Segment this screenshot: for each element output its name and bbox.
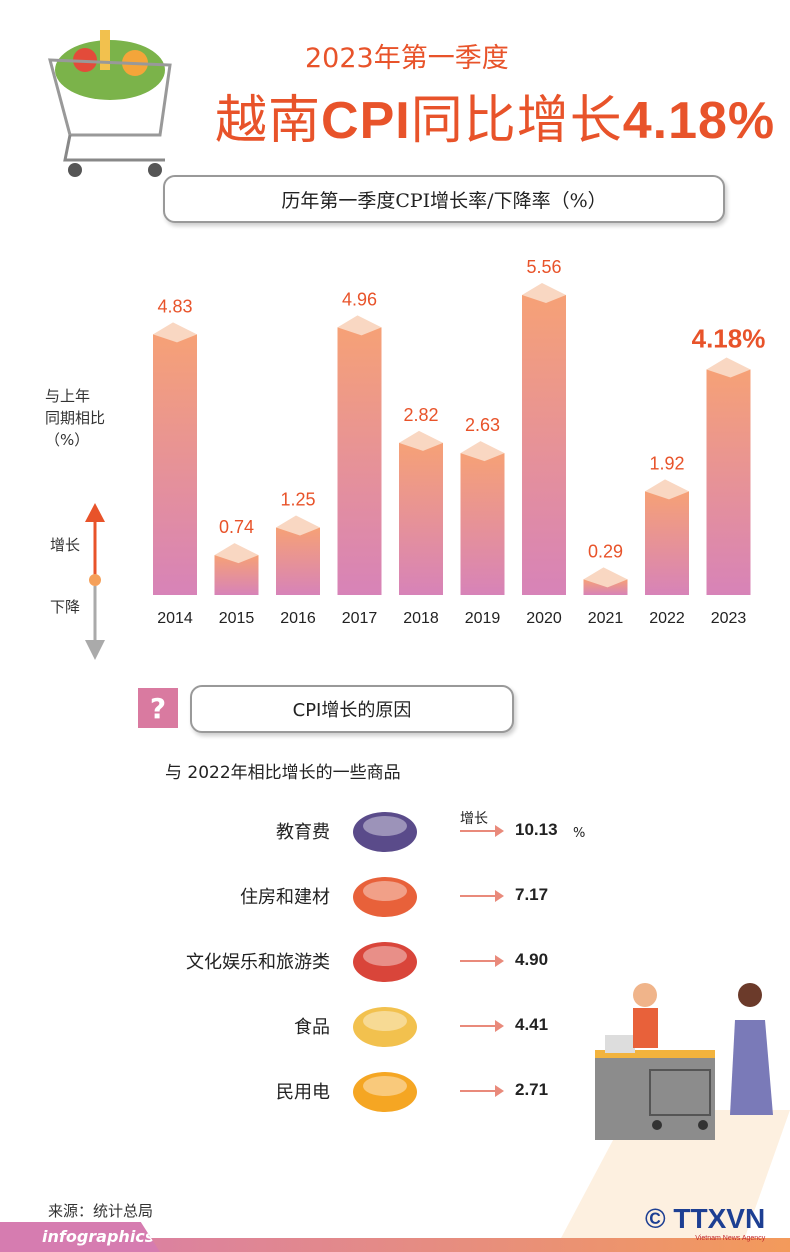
bar-cap: [522, 283, 566, 303]
data-label: 2.63: [465, 415, 500, 435]
bar-2018: [399, 442, 443, 595]
item-value: 4.41: [515, 1015, 549, 1034]
legend-down: 下降: [50, 598, 81, 616]
x-tick-label: 2015: [219, 610, 255, 627]
arrow-icon: [460, 1020, 504, 1032]
bar-cap: [583, 567, 628, 588]
bar-2023: [706, 369, 751, 595]
bar-2014: [153, 334, 197, 595]
bar-cap: [337, 315, 382, 336]
y-label-line: 与上年: [45, 387, 91, 405]
light-bulb-plug-icon: [345, 1062, 425, 1117]
item-label: 食品: [294, 1017, 330, 1038]
title-part: CPI: [321, 92, 411, 150]
item-value: 7.17: [515, 885, 549, 904]
x-tick-label: 2022: [649, 610, 685, 627]
x-tick-label: 2017: [342, 610, 378, 627]
chart-title: 历年第一季度CPI增长率/下降率（%）: [163, 175, 725, 223]
increase-label: 增长: [460, 811, 488, 827]
title-value: 4.18%: [622, 92, 776, 150]
item-value: 4.90: [515, 950, 549, 969]
page-title: 越南CPI同比增长4.18%: [215, 78, 775, 153]
x-tick-label: 2014: [157, 610, 193, 627]
arrow-icon: [460, 1085, 504, 1097]
item-label: 民用电: [276, 1082, 330, 1103]
data-label: 2.82: [403, 405, 438, 425]
bar-2019: [460, 453, 505, 595]
item-value: 10.13: [515, 820, 558, 839]
item-label: 住房和建材: [240, 887, 330, 908]
ttxvn-logo: © TTXVN Vietnam News Agency: [645, 1203, 765, 1242]
data-label: 4.96: [342, 289, 377, 309]
y-label-line: （%）: [45, 431, 90, 449]
bar-2016: [276, 527, 320, 595]
bar-cap: [153, 322, 197, 343]
bar-cap: [645, 479, 689, 500]
bar-2017: [337, 327, 382, 595]
bar-cap: [706, 357, 751, 378]
bar-cap: [276, 515, 320, 536]
title-part: 同比增长: [410, 91, 623, 151]
y-label-line: 同期相比: [45, 409, 106, 427]
x-tick-label: 2016: [280, 610, 316, 627]
question-icon: ?: [138, 688, 178, 728]
logo-subtext: Vietnam News Agency: [695, 1235, 766, 1242]
data-label: 1.25: [280, 490, 315, 510]
data-label: 4.83: [157, 296, 192, 316]
title-part: 越南: [215, 91, 322, 151]
data-label: 1.92: [649, 453, 684, 473]
food-plate-icon: [345, 997, 425, 1052]
popcorn-movie-icon: [345, 932, 425, 987]
copyright-icon: ©: [645, 1203, 666, 1234]
item-label: 文化娱乐和旅游类: [186, 952, 330, 973]
legend-up: 增长: [50, 536, 81, 554]
x-tick-label: 2021: [588, 610, 624, 627]
arrow-icon: [460, 890, 504, 902]
logo-text: TTXVN: [673, 1203, 766, 1234]
source-note: 来源：统计总局: [48, 1202, 154, 1220]
x-tick-label: 2018: [403, 610, 439, 627]
y-axis-label: 与上年 同期相比 （%）: [45, 385, 105, 451]
brick-icon: [345, 867, 425, 922]
bar-2020: [522, 295, 566, 595]
x-tick-label: 2019: [465, 610, 501, 627]
subtitle: 2023年第一季度: [305, 43, 509, 74]
footer-bar: [0, 1238, 790, 1252]
bar-cap: [399, 430, 443, 451]
shopping-cart-icon: [48, 30, 172, 177]
unit-label: %: [573, 826, 586, 841]
graduation-cap-books-icon: [345, 802, 425, 857]
reasons-title: CPI增长的原因: [190, 685, 514, 733]
x-tick-label: 2020: [526, 610, 562, 627]
x-tick-label: 2023: [711, 610, 747, 627]
bar-chart: 4.83 2014 0.74 2015 1.25 2016 4.96 2017 2.82 2018…: [153, 257, 766, 627]
data-label: 0.74: [219, 517, 254, 537]
item-value: 2.71: [515, 1080, 549, 1099]
site-link[interactable]: infographics.vn: [0, 1222, 160, 1252]
data-label: 5.56: [526, 257, 561, 277]
reasons-subtitle: 与 2022年相比增长的一些商品: [165, 763, 401, 783]
cashier-checkout-illustration: [595, 983, 773, 1140]
bar-cap: [460, 441, 505, 462]
arrow-icon: [460, 955, 504, 967]
data-label: 4.18%: [692, 323, 766, 353]
data-label: 0.29: [588, 541, 623, 561]
up-down-arrow-icon: [85, 503, 105, 660]
item-label: 教育费: [276, 822, 330, 843]
bar-cap: [214, 543, 259, 564]
bar-2022: [645, 491, 689, 595]
arrow-icon: [460, 825, 504, 837]
